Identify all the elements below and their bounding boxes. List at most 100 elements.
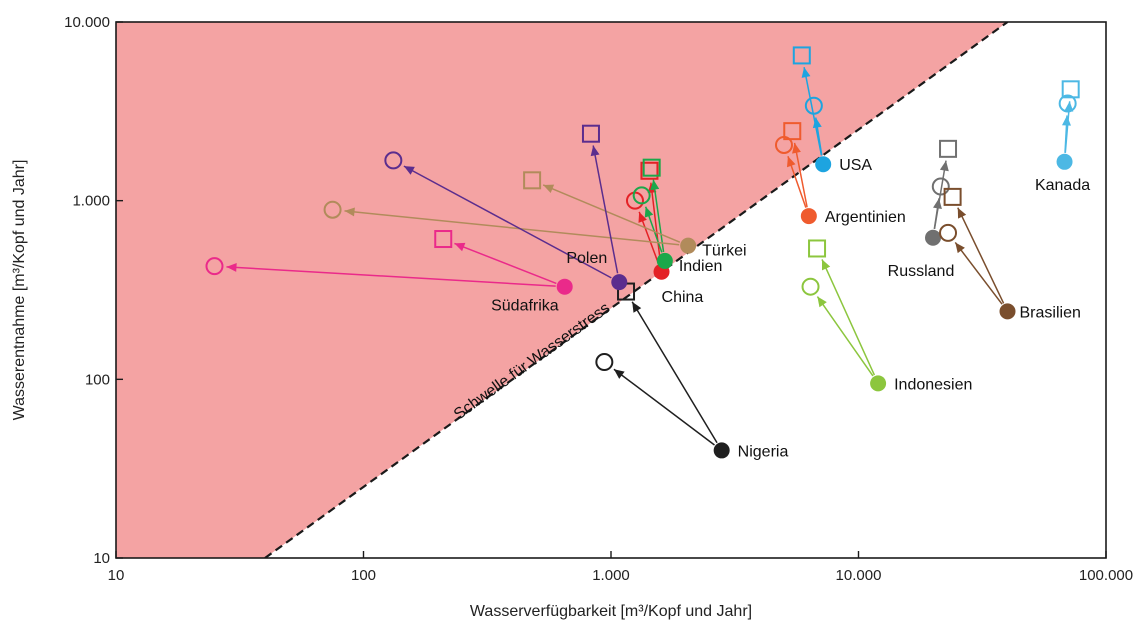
südafrika-circle-arrow-line (226, 266, 556, 287)
indonesien-open-square-point (808, 239, 827, 258)
y-tick-label: 10.000 (64, 14, 110, 31)
brasilien-current-point (999, 303, 1016, 320)
südafrika-square-arrow-head (454, 242, 466, 252)
brasilien-square-arrow-line (957, 207, 1005, 304)
südafrika-open-square-point (434, 230, 453, 249)
argentinien-square-arrow-head (792, 142, 801, 154)
polen-label: Polen (566, 250, 607, 267)
series-polen: Polen (384, 124, 628, 291)
kanada-circle-arrow-head (1061, 115, 1071, 126)
indien-circle-arrow-head (644, 206, 654, 218)
südafrika-label: Südafrika (491, 298, 559, 315)
türkei-label: Türkei (702, 243, 746, 260)
series-südafrika: Südafrika (205, 230, 573, 315)
series-usa: USA (792, 46, 872, 174)
türkei-square-arrow-line (542, 184, 681, 243)
y-tick-label: 1.000 (72, 193, 110, 210)
indonesien-circle-arrow-head (817, 296, 827, 308)
argentinien-circle-arrow-head (787, 156, 796, 168)
indonesien-current-point (870, 375, 887, 392)
indien-current-point (656, 252, 673, 269)
nigeria-label: Nigeria (738, 443, 789, 460)
russland-square-arrow-head (939, 160, 949, 172)
usa-current-point (815, 156, 832, 173)
türkei-square-arrow-head (543, 184, 555, 193)
china-square-arrow-line (650, 182, 662, 263)
südafrika-circle-arrow-head (226, 262, 237, 272)
nigeria-current-point (713, 442, 730, 459)
brasilien-circle-arrow-head (955, 242, 965, 254)
series-kanada: Kanada (1035, 80, 1090, 194)
südafrika-open-circle-point (205, 257, 224, 276)
nigeria-square-arrow-line (631, 301, 718, 444)
argentinien-label: Argentinien (825, 209, 906, 226)
series-brasilien: Brasilien (939, 187, 1081, 321)
türkei-circle-arrow-line (344, 210, 680, 246)
polen-circle-arrow-line (403, 165, 612, 279)
russland-current-point (925, 229, 942, 246)
x-tick-label: 10 (108, 567, 125, 584)
nigeria-open-circle-point (595, 353, 614, 372)
kanada-square-arrow-head (1064, 101, 1074, 112)
x-axis-label: Wasserverfügbarkeit [m³/Kopf und Jahr] (470, 603, 752, 620)
series-türkei: Türkei (323, 171, 747, 260)
indien-open-circle-point (632, 186, 651, 205)
argentinien-square-arrow-line (793, 142, 808, 208)
brasilien-open-square-point (943, 187, 962, 206)
series-nigeria: Nigeria (595, 282, 789, 460)
türkei-circle-arrow-head (344, 207, 355, 217)
indonesien-square-arrow-head (821, 259, 831, 271)
brasilien-square-arrow-head (957, 207, 967, 219)
russland-open-circle-point (931, 177, 950, 196)
argentinien-current-point (800, 208, 817, 225)
brasilien-open-circle-point (939, 223, 958, 242)
x-tick-label: 1.000 (592, 567, 630, 584)
series-indien: Indien (632, 158, 723, 275)
polen-open-circle-point (384, 151, 403, 170)
indien-label: Indien (679, 258, 723, 275)
indien-square-arrow-head (650, 179, 660, 191)
polen-circle-arrow-head (403, 166, 415, 175)
indonesien-open-circle-point (801, 277, 820, 296)
series-layer: USA Kanada Argentinien Russland Brasilien Ind… (205, 46, 1090, 460)
türkei-current-point (680, 237, 697, 254)
series-argentinien: Argentinien (774, 122, 906, 226)
indonesien-label: Indonesien (894, 376, 972, 393)
brasilien-label: Brasilien (1020, 304, 1081, 321)
brasilien-circle-arrow-line (954, 242, 1003, 305)
kanada-open-circle-point (1058, 94, 1077, 113)
argentinien-open-square-point (783, 122, 802, 141)
russland-open-square-point (939, 139, 958, 158)
polen-square-arrow-head (590, 145, 600, 157)
polen-current-point (611, 274, 628, 291)
y-tick-label: 10 (93, 550, 110, 567)
china-label: China (662, 289, 704, 306)
usa-square-arrow-head (801, 67, 811, 78)
nigeria-circle-arrow-line (613, 368, 715, 446)
series-china: China (625, 161, 704, 306)
indonesien-square-arrow-line (821, 259, 876, 376)
nigeria-circle-arrow-head (613, 369, 625, 379)
russland-label: Russland (888, 263, 955, 280)
nigeria-square-arrow-head (632, 301, 642, 313)
südafrika-current-point (556, 278, 573, 295)
südafrika-square-arrow-line (454, 242, 557, 285)
usa-open-circle-point (804, 96, 823, 115)
y-axis-label: Wasserentnahme [m³/Kopf und Jahr] (11, 160, 28, 421)
kanada-label: Kanada (1035, 177, 1090, 194)
indien-square-arrow-line (652, 179, 665, 253)
usa-label: USA (839, 157, 872, 174)
türkei-open-circle-point (323, 200, 342, 219)
indonesien-circle-arrow-line (816, 296, 874, 377)
x-tick-label: 100 (351, 567, 376, 584)
china-open-square-point (640, 161, 659, 180)
y-tick-label: 100 (85, 371, 110, 388)
axis-ticks: 10 100 1.000 10.000 100.000 10 100 1.000 10.000 (64, 14, 1133, 584)
series-indonesien: Indonesien (801, 239, 972, 393)
china-circle-arrow-head (638, 211, 647, 223)
x-tick-label: 100.000 (1079, 567, 1133, 584)
polen-square-arrow-line (592, 145, 619, 274)
usa-open-square-point (792, 46, 811, 65)
polen-open-square-point (581, 124, 600, 143)
